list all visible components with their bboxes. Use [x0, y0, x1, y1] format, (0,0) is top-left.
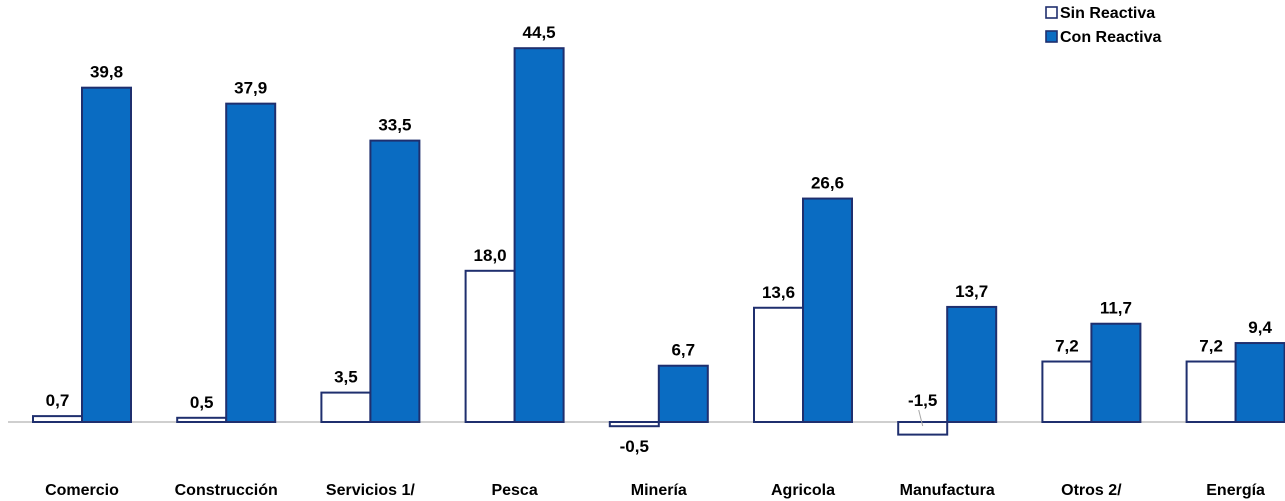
legend-label-con-reactiva: Con Reactiva	[1060, 29, 1161, 46]
data-label-con-reactiva-4: 6,7	[671, 341, 695, 360]
data-label-sin-reactiva-0: 0,7	[46, 391, 70, 410]
labels-layer: 0,7 39,8 0,5 37,9 3,5 33,5 18,0 44,5 -0,5 6,7 13,6…	[46, 23, 1273, 456]
category-label-0: Comercio	[45, 482, 119, 499]
legend-swatch-con-reactiva	[1045, 30, 1058, 43]
data-label-con-reactiva-7: 11,7	[1100, 299, 1132, 318]
bar-con-reactiva-3	[513, 47, 565, 423]
data-label-sin-reactiva-5: 13,6	[762, 283, 795, 302]
data-label-sin-reactiva-2: 3,5	[334, 368, 358, 387]
category-labels: Comercio Construcción Servicios 1/Pesca Min…	[45, 482, 1265, 499]
data-label-con-reactiva-8: 9,4	[1248, 318, 1272, 337]
bar-con-reactiva-6	[946, 305, 998, 424]
data-label-con-reactiva-3: 44,5	[523, 23, 556, 42]
category-label-4: Minería	[631, 482, 687, 499]
bar-con-reactiva-4	[657, 364, 709, 423]
data-label-con-reactiva-1: 37,9	[234, 79, 267, 98]
bar-con-reactiva-1	[225, 102, 277, 423]
category-label-2: Servicios 1/	[326, 482, 416, 499]
category-label-1: Construcción	[175, 482, 278, 499]
bar-sin-reactiva-7	[1041, 360, 1093, 423]
bar-sin-reactiva-0	[32, 415, 83, 423]
label-leader-line-6	[918, 409, 924, 427]
category-label-6: Manufactura	[900, 482, 995, 499]
bar-sin-reactiva-8	[1185, 360, 1237, 423]
category-label-7: Otros 2/	[1061, 482, 1122, 499]
data-label-sin-reactiva-6: -1,5	[908, 391, 937, 410]
bar-con-reactiva-0	[81, 86, 132, 424]
bar-sin-reactiva-1	[176, 416, 228, 423]
data-label-con-reactiva-5: 26,6	[811, 174, 844, 193]
data-label-sin-reactiva-3: 18,0	[474, 246, 507, 265]
bar-sin-reactiva-4	[608, 421, 660, 428]
legend-label-sin-reactiva: Sin Reactiva	[1060, 5, 1155, 22]
bar-sin-reactiva-2	[320, 391, 372, 424]
category-label-8: Energía	[1206, 482, 1265, 499]
legend: Sin Reactiva Con Reactiva	[1045, 5, 1161, 46]
bar-sin-reactiva-3	[464, 269, 516, 423]
bar-sin-reactiva-6	[897, 421, 949, 436]
data-label-con-reactiva-0: 39,8	[90, 63, 123, 82]
data-label-con-reactiva-2: 33,5	[378, 116, 411, 135]
data-label-sin-reactiva-1: 0,5	[190, 393, 214, 412]
bar-con-reactiva-7	[1090, 322, 1142, 423]
bar-con-reactiva-8	[1234, 342, 1285, 424]
bar-sin-reactiva-5	[753, 306, 804, 424]
data-label-con-reactiva-6: 13,7	[955, 282, 988, 301]
data-label-sin-reactiva-4: -0,5	[620, 437, 649, 456]
data-label-sin-reactiva-8: 7,2	[1199, 337, 1223, 356]
category-label-5: Agricola	[771, 482, 835, 499]
data-label-sin-reactiva-7: 7,2	[1055, 337, 1079, 356]
bar-con-reactiva-2	[369, 139, 421, 423]
legend-swatch-sin-reactiva	[1045, 6, 1058, 19]
category-label-3: Pesca	[491, 482, 537, 499]
bars-layer	[32, 47, 1285, 436]
bar-con-reactiva-5	[802, 197, 853, 423]
